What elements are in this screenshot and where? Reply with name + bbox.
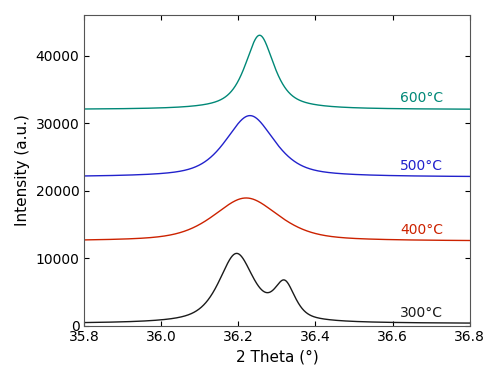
Y-axis label: Intensity (a.u.): Intensity (a.u.) — [15, 114, 30, 226]
Text: 500°C: 500°C — [400, 159, 443, 173]
X-axis label: 2 Theta (°): 2 Theta (°) — [236, 350, 318, 365]
Text: 600°C: 600°C — [400, 92, 444, 106]
Text: 400°C: 400°C — [400, 223, 443, 237]
Text: 300°C: 300°C — [400, 306, 443, 320]
